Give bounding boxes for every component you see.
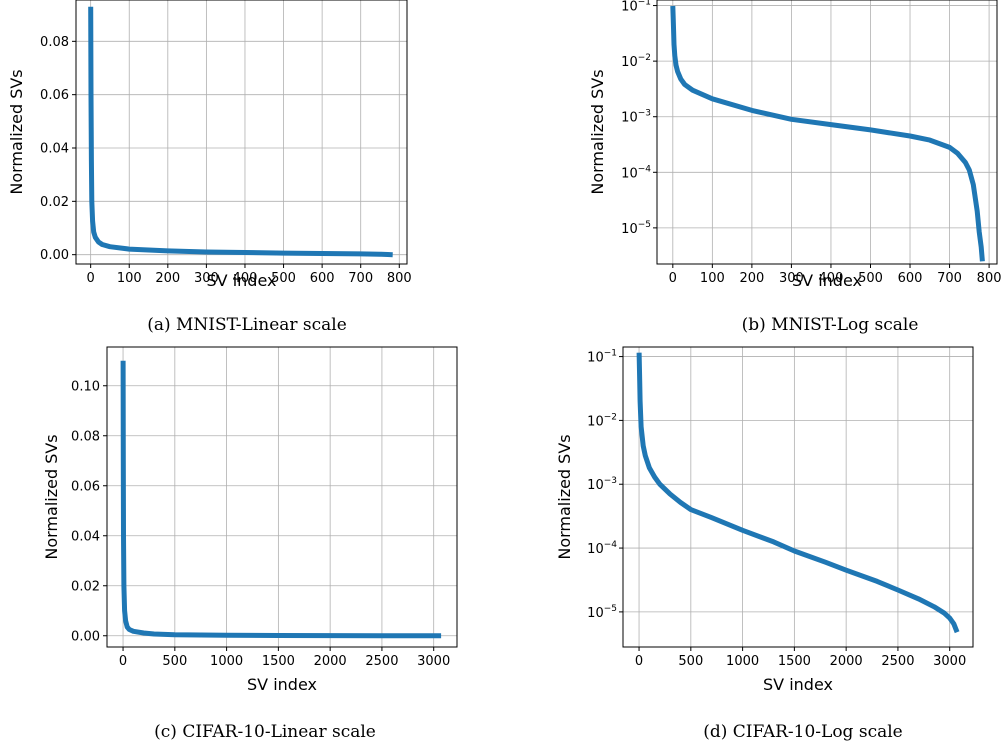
chart-panel-3: 0 500 1000 1500 2000 2500 300010−510−410−310−2… <box>555 346 974 742</box>
y-tick-exponent: −1 <box>604 349 617 359</box>
y-tick-base: 10 <box>587 606 604 621</box>
panel-caption: (d) CIFAR-10-Log scale <box>703 722 902 742</box>
y-tick-label: 10−3 <box>587 476 617 493</box>
y-tick-label: 10−2 <box>621 53 651 70</box>
y-axis-label: Normalized SVs <box>588 69 607 194</box>
y-tick-label: 10−5 <box>587 604 617 621</box>
x-tick-label: 2000 <box>830 654 863 669</box>
x-tick-label: 600 <box>310 271 335 286</box>
y-tick-label: 0.06 <box>71 479 100 494</box>
y-tick-label: 0.00 <box>40 248 69 263</box>
y-tick-label: 0.08 <box>40 35 69 50</box>
y-tick-base: 10 <box>587 478 604 493</box>
plot-frame <box>106 346 458 648</box>
x-tick-label: 200 <box>739 271 764 286</box>
x-tick-label: 800 <box>977 271 1002 286</box>
y-tick-label: 10−3 <box>621 109 651 126</box>
y-tick-exponent: −5 <box>638 220 651 230</box>
y-tick-label: 0.10 <box>71 379 100 394</box>
y-tick-label: 10−4 <box>621 164 651 181</box>
plot-frame <box>622 346 974 648</box>
x-tick-label: 500 <box>678 654 703 669</box>
y-tick-exponent: −1 <box>638 0 651 8</box>
y-tick-label: 10−2 <box>587 412 617 429</box>
x-tick-label: 200 <box>155 271 180 286</box>
x-tick-label: 1000 <box>210 654 243 669</box>
x-tick-label: 3000 <box>933 654 966 669</box>
chart-panel-1: 0 100 200 300 400 500 600 700 80010−510−410−310−… <box>588 0 1002 335</box>
x-tick-label: 2500 <box>881 654 914 669</box>
y-axis-label: Normalized SVs <box>7 69 26 194</box>
x-tick-label: 0 <box>119 654 127 669</box>
chart-panel-2: 0 500 1000 1500 2000 2500 3000 0.00 0.02 0.04 0.06… <box>42 346 458 742</box>
x-tick-label: 800 <box>387 271 412 286</box>
x-tick-label: 500 <box>271 271 296 286</box>
x-tick-label: 2000 <box>314 654 347 669</box>
x-axis-label: SV index <box>207 271 277 290</box>
y-tick-exponent: −3 <box>604 476 617 486</box>
y-tick-label: 0.04 <box>71 529 100 544</box>
y-tick-label: 10−5 <box>621 220 651 237</box>
x-tick-label: 500 <box>162 654 187 669</box>
x-tick-label: 400 <box>819 271 844 286</box>
x-tick-label: 100 <box>700 271 725 286</box>
panel-caption: (b) MNIST-Log scale <box>742 315 919 335</box>
y-tick-base: 10 <box>587 542 604 557</box>
y-tick-exponent: −4 <box>604 540 618 550</box>
x-tick-label: 2500 <box>365 654 398 669</box>
y-tick-base: 10 <box>587 414 604 429</box>
y-tick-label: 0.02 <box>40 195 69 210</box>
series-line <box>120 360 442 639</box>
series-line <box>636 352 960 634</box>
x-tick-label: 100 <box>117 271 142 286</box>
x-tick-label: 500 <box>858 271 883 286</box>
panel-caption: (c) CIFAR-10-Linear scale <box>154 722 376 742</box>
y-tick-exponent: −2 <box>604 412 617 422</box>
x-tick-label: 0 <box>635 654 643 669</box>
y-tick-exponent: −4 <box>638 164 652 174</box>
y-tick-label: 10−1 <box>587 349 617 366</box>
x-tick-label: 300 <box>779 271 804 286</box>
y-tick-label: 10−1 <box>621 0 651 15</box>
x-tick-label: 1500 <box>778 654 811 669</box>
y-tick-label: 0.00 <box>71 629 100 644</box>
y-tick-exponent: −2 <box>638 53 651 63</box>
x-axis-label: SV index <box>247 675 317 694</box>
y-tick-base: 10 <box>621 111 638 126</box>
x-tick-label: 700 <box>348 271 373 286</box>
y-tick-label: 0.06 <box>40 88 69 103</box>
x-tick-label: 1000 <box>726 654 759 669</box>
y-tick-label: 0.04 <box>40 142 69 157</box>
y-tick-base: 10 <box>621 55 638 70</box>
y-tick-exponent: −5 <box>604 604 617 614</box>
y-axis-label: Normalized SVs <box>42 434 61 559</box>
y-tick-label: 10−4 <box>587 540 617 557</box>
plot-frame <box>656 0 998 265</box>
x-tick-label: 700 <box>937 271 962 286</box>
x-axis-label: SV index <box>792 271 862 290</box>
x-tick-label: 0 <box>87 271 95 286</box>
x-tick-label: 300 <box>194 271 219 286</box>
y-tick-exponent: −3 <box>638 109 651 119</box>
plot-frame <box>75 0 408 265</box>
y-axis-label: Normalized SVs <box>555 434 574 559</box>
series-line <box>88 6 393 258</box>
y-tick-base: 10 <box>621 0 638 15</box>
y-tick-base: 10 <box>621 166 638 181</box>
x-tick-label: 1500 <box>262 654 295 669</box>
y-tick-label: 0.08 <box>71 429 100 444</box>
x-axis-label: SV index <box>763 675 833 694</box>
y-tick-label: 0.02 <box>71 579 100 594</box>
y-tick-base: 10 <box>621 222 638 237</box>
x-tick-label: 0 <box>669 271 677 286</box>
series-line <box>670 5 985 262</box>
chart-panel-0: 0 100 200 300 400 500 600 700 800 0.00 0.02 0.04 0.0… <box>7 0 412 335</box>
x-tick-label: 600 <box>898 271 923 286</box>
x-tick-label: 3000 <box>417 654 450 669</box>
x-tick-label: 400 <box>233 271 258 286</box>
y-tick-base: 10 <box>587 351 604 366</box>
panel-caption: (a) MNIST-Linear scale <box>147 315 347 335</box>
